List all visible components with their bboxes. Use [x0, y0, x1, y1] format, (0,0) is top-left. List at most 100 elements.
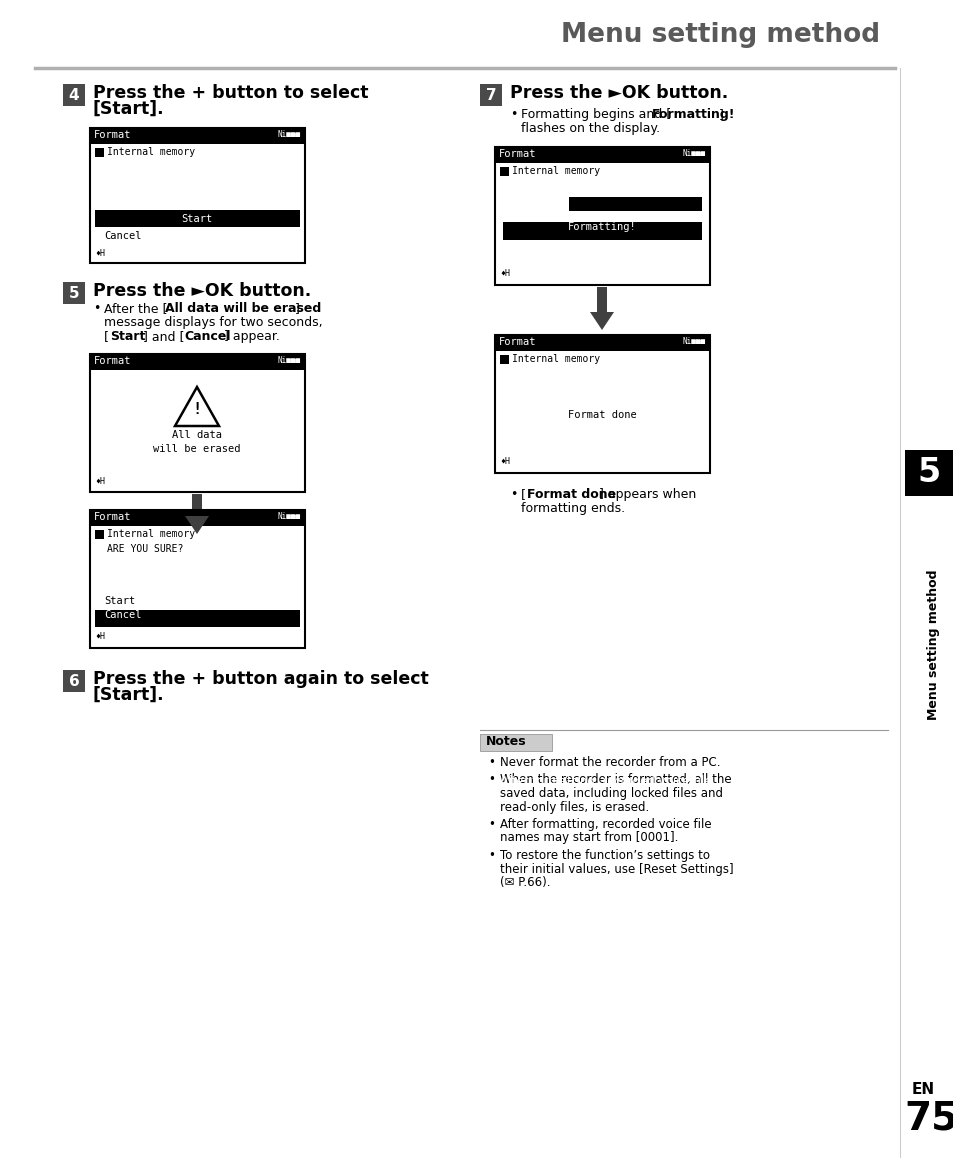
Text: Press the ►OK button.: Press the ►OK button.	[510, 85, 727, 102]
Text: Formatting!: Formatting!	[651, 108, 735, 120]
Text: Cancel: Cancel	[104, 610, 141, 620]
Text: ♦H: ♦H	[499, 457, 510, 466]
Text: 5: 5	[917, 456, 940, 490]
Text: ]: ]	[719, 108, 723, 120]
Text: After formatting, recorded voice file: After formatting, recorded voice file	[499, 775, 711, 787]
Text: (✉ P.66).: (✉ P.66).	[499, 875, 550, 889]
Text: ARE YOU SURE?: ARE YOU SURE?	[107, 544, 183, 554]
Text: [Start].: [Start].	[92, 100, 165, 118]
Text: ♦H: ♦H	[95, 632, 105, 642]
Bar	[495, 335, 709, 351]
Text: [: [	[520, 488, 525, 501]
Text: Ni■■■: Ni■■■	[277, 130, 301, 139]
Text: their initial values, use [Reset Settings]: their initial values, use [Reset Setting…	[499, 863, 733, 875]
Text: Format: Format	[94, 130, 132, 140]
Text: Start: Start	[110, 330, 145, 343]
Text: read-only files, is erased.: read-only files, is erased.	[499, 800, 649, 814]
Text: To restore the function’s settings to: To restore the function’s settings to	[499, 849, 709, 862]
Text: ] appears when: ] appears when	[598, 488, 696, 501]
Bar	[95, 530, 104, 538]
Text: [Start].: [Start].	[92, 686, 165, 704]
Text: After formatting, recorded voice file: After formatting, recorded voice file	[499, 818, 711, 831]
Text: Internal memory: Internal memory	[107, 529, 195, 538]
Text: 75: 75	[903, 1100, 953, 1138]
Text: Start: Start	[104, 596, 135, 606]
Text: ] and [: ] and [	[143, 330, 184, 343]
Text: •: •	[488, 818, 495, 831]
Text: Ni■■■: Ni■■■	[277, 512, 301, 521]
Bar	[192, 494, 202, 516]
Text: will be erased: will be erased	[153, 444, 240, 454]
Text: Formatting!: Formatting!	[567, 222, 636, 232]
Text: Menu setting method: Menu setting method	[926, 570, 940, 720]
Text: Ni■■■: Ni■■■	[277, 356, 301, 365]
Bar	[597, 287, 606, 312]
Text: names may start from [0001].: names may start from [0001].	[499, 831, 678, 844]
Bar	[495, 147, 709, 285]
Text: 7: 7	[485, 88, 496, 103]
Bar	[63, 670, 85, 692]
Text: message displays for two seconds,: message displays for two seconds,	[104, 316, 322, 329]
Text: Format: Format	[94, 512, 132, 522]
Bar	[479, 85, 501, 107]
Text: •: •	[92, 302, 100, 315]
Text: Cancel: Cancel	[184, 330, 231, 343]
Bar	[90, 510, 305, 526]
Polygon shape	[589, 312, 614, 330]
Text: Ni■■■: Ni■■■	[682, 337, 705, 346]
Bar	[95, 148, 104, 157]
Bar	[904, 450, 952, 496]
Bar	[495, 147, 709, 163]
Text: 5: 5	[69, 286, 79, 300]
Text: formatting ends.: formatting ends.	[520, 503, 624, 515]
Bar	[479, 734, 552, 752]
Text: Internal memory: Internal memory	[107, 147, 195, 157]
Text: All data: All data	[172, 430, 222, 440]
Polygon shape	[185, 516, 209, 534]
Text: Formatting begins and [: Formatting begins and [	[520, 108, 671, 120]
Bar	[90, 129, 305, 144]
Text: Press the ►OK button.: Press the ►OK button.	[92, 283, 311, 300]
Text: All data will be erased: All data will be erased	[165, 302, 321, 315]
Text: 4: 4	[69, 88, 79, 103]
Text: Internal memory: Internal memory	[512, 354, 599, 364]
Text: •: •	[510, 108, 517, 120]
Bar	[495, 335, 709, 472]
Text: Format: Format	[498, 337, 536, 347]
Text: Format: Format	[498, 149, 536, 159]
Text: Menu setting method: Menu setting method	[560, 22, 879, 47]
Text: ♦H: ♦H	[499, 269, 510, 278]
Text: Ni■■■: Ni■■■	[682, 149, 705, 157]
Text: EN: EN	[911, 1082, 934, 1097]
Text: !: !	[193, 403, 201, 418]
Bar	[502, 197, 701, 211]
Text: 6: 6	[69, 674, 79, 689]
Text: After the [: After the [	[104, 302, 168, 315]
Bar	[90, 129, 305, 263]
Text: Press the + button again to select: Press the + button again to select	[92, 670, 428, 688]
Text: Cancel: Cancel	[104, 230, 141, 241]
Text: Notes: Notes	[485, 735, 526, 748]
Bar	[502, 197, 568, 211]
Text: saved data, including locked files and: saved data, including locked files and	[499, 787, 722, 800]
Text: Internal memory: Internal memory	[512, 166, 599, 176]
Text: Format: Format	[94, 356, 132, 366]
Text: •: •	[488, 774, 495, 786]
Bar	[95, 610, 299, 626]
Text: •: •	[488, 849, 495, 862]
Bar	[499, 356, 509, 364]
Text: Format done: Format done	[526, 488, 616, 501]
Text: Start: Start	[181, 214, 213, 223]
Text: •: •	[510, 488, 517, 501]
Text: ] appear.: ] appear.	[224, 330, 279, 343]
Text: [: [	[104, 330, 109, 343]
Bar	[95, 210, 299, 227]
Bar	[63, 283, 85, 305]
Bar	[63, 85, 85, 107]
Text: •: •	[488, 756, 495, 769]
Text: Never format the recorder from a PC.: Never format the recorder from a PC.	[499, 756, 720, 769]
Text: Press the + button to select: Press the + button to select	[92, 85, 368, 102]
Bar	[502, 222, 701, 240]
Text: ]: ]	[294, 302, 299, 315]
Bar	[90, 354, 305, 371]
